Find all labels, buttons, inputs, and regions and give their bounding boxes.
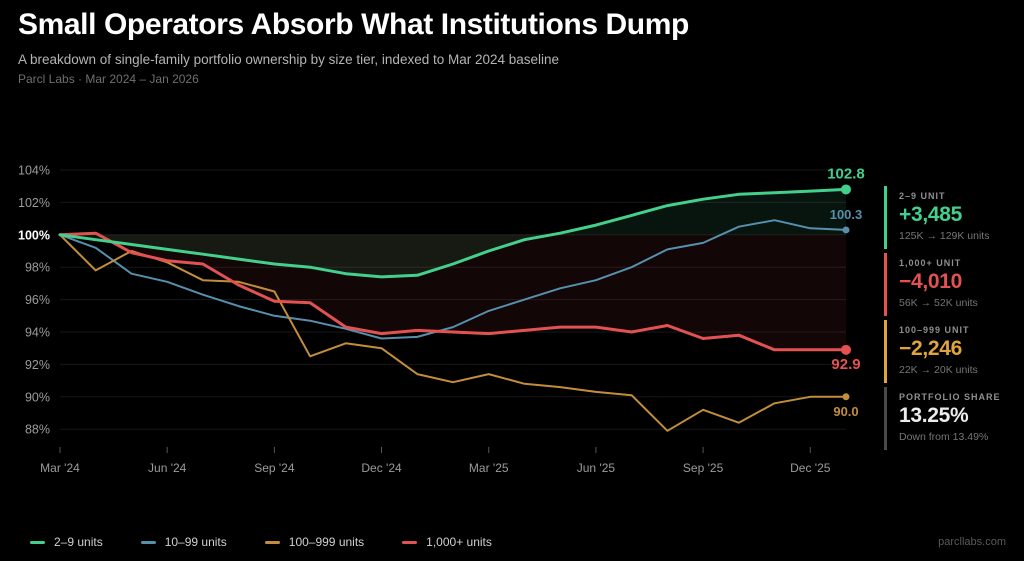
series-end-label: 100.3 — [830, 207, 863, 222]
stat-card-sub: Down from 13.49% — [899, 431, 989, 443]
series-line-10-99-units — [59, 219, 847, 340]
y-axis-label: 90% — [25, 390, 50, 404]
stat-card-label: 100–999 UNIT — [899, 325, 970, 335]
series-line-1-000-units — [58, 231, 848, 352]
stat-card: 100–999 UNIT −2,246 22K → 20K units — [884, 320, 1020, 383]
y-axis-label: 98% — [25, 261, 50, 275]
legend-dash-icon — [264, 540, 280, 544]
stat-card: 1,000+ UNIT −4,010 56K → 52K units — [884, 253, 1020, 316]
stat-card-label: 2–9 UNIT — [899, 191, 946, 201]
y-axis-label: 102% — [18, 196, 50, 210]
series-line-2-9-units — [58, 187, 848, 279]
y-axis-label: 100% — [18, 228, 50, 242]
series-end-dot — [841, 344, 851, 355]
series-end-label: 92.9 — [831, 356, 860, 373]
y-axis-label: 94% — [25, 326, 50, 340]
stat-card-sub: 22K → 20K units — [899, 364, 978, 376]
stat-card-value: −4,010 — [899, 270, 963, 293]
footer: 2–9 units 10–99 units 100–999 units 1,000+ … — [0, 523, 1024, 561]
chart-legend: 2–9 units 10–99 units 100–999 units 1,000+ … — [30, 535, 492, 549]
stat-card: 2–9 UNIT +3,485 125K → 129K units — [884, 186, 1020, 249]
legend-label: 10–99 units — [164, 535, 227, 549]
y-axis-label: 96% — [25, 293, 50, 307]
stat-card-label: 1,000+ UNIT — [899, 258, 962, 268]
legend-dash-icon — [402, 540, 418, 544]
legend-item: 100–999 units — [264, 535, 365, 549]
y-axis-label: 104% — [18, 164, 50, 178]
x-axis-label: Mar '25 — [469, 461, 509, 475]
y-axis-label: 88% — [25, 423, 50, 437]
stat-card-label: PORTFOLIO SHARE — [899, 392, 1001, 402]
legend-label: 100–999 units — [288, 535, 365, 549]
stat-card-value: +3,485 — [899, 203, 963, 226]
x-axis-label: Mar '24 — [40, 461, 80, 475]
legend-label: 2–9 units — [54, 535, 103, 549]
series-end-label: 90.0 — [833, 404, 858, 419]
x-axis-label: Dec '25 — [790, 461, 831, 475]
legend-item: 2–9 units — [30, 535, 103, 549]
x-axis-label: Jun '24 — [148, 461, 187, 475]
legend-item: 10–99 units — [140, 535, 227, 549]
stat-card: PORTFOLIO SHARE 13.25% Down from 13.49% — [884, 387, 1020, 450]
series-line-100-999-units — [59, 233, 847, 432]
legend-dash-icon — [140, 540, 156, 544]
stat-card-sub: 56K → 52K units — [899, 297, 978, 309]
stat-cards-panel: 2–9 UNIT +3,485 125K → 129K units 1,000+ UN… — [884, 186, 1020, 454]
x-axis-label: Sep '25 — [683, 461, 724, 475]
stat-card-value: −2,246 — [899, 337, 963, 360]
series-end-label: 102.8 — [827, 165, 865, 182]
series-end-dot — [842, 226, 850, 234]
page-subtitle: A breakdown of single-family portfolio o… — [18, 51, 560, 67]
watermark: parcllabs.com — [938, 536, 1006, 548]
header: Small Operators Absorb What Institutions… — [18, 8, 858, 86]
source-line: Parcl Labs · Mar 2024 – Jan 2026 — [18, 71, 199, 86]
page-title: Small Operators Absorb What Institutions… — [18, 8, 689, 41]
y-axis-label: 92% — [25, 358, 50, 372]
legend-item: 1,000+ units — [402, 535, 492, 549]
x-axis-label: Dec '24 — [361, 461, 402, 475]
series-end-dot — [841, 184, 851, 195]
x-axis-label: Jun '25 — [577, 461, 616, 475]
stat-card-value: 13.25% — [899, 404, 969, 427]
stat-card-sub: 125K → 129K units — [899, 230, 990, 242]
x-axis-label: Sep '24 — [254, 461, 295, 475]
legend-label: 1,000+ units — [426, 535, 492, 549]
legend-dash-icon — [30, 540, 45, 544]
series-end-dot — [842, 393, 850, 401]
